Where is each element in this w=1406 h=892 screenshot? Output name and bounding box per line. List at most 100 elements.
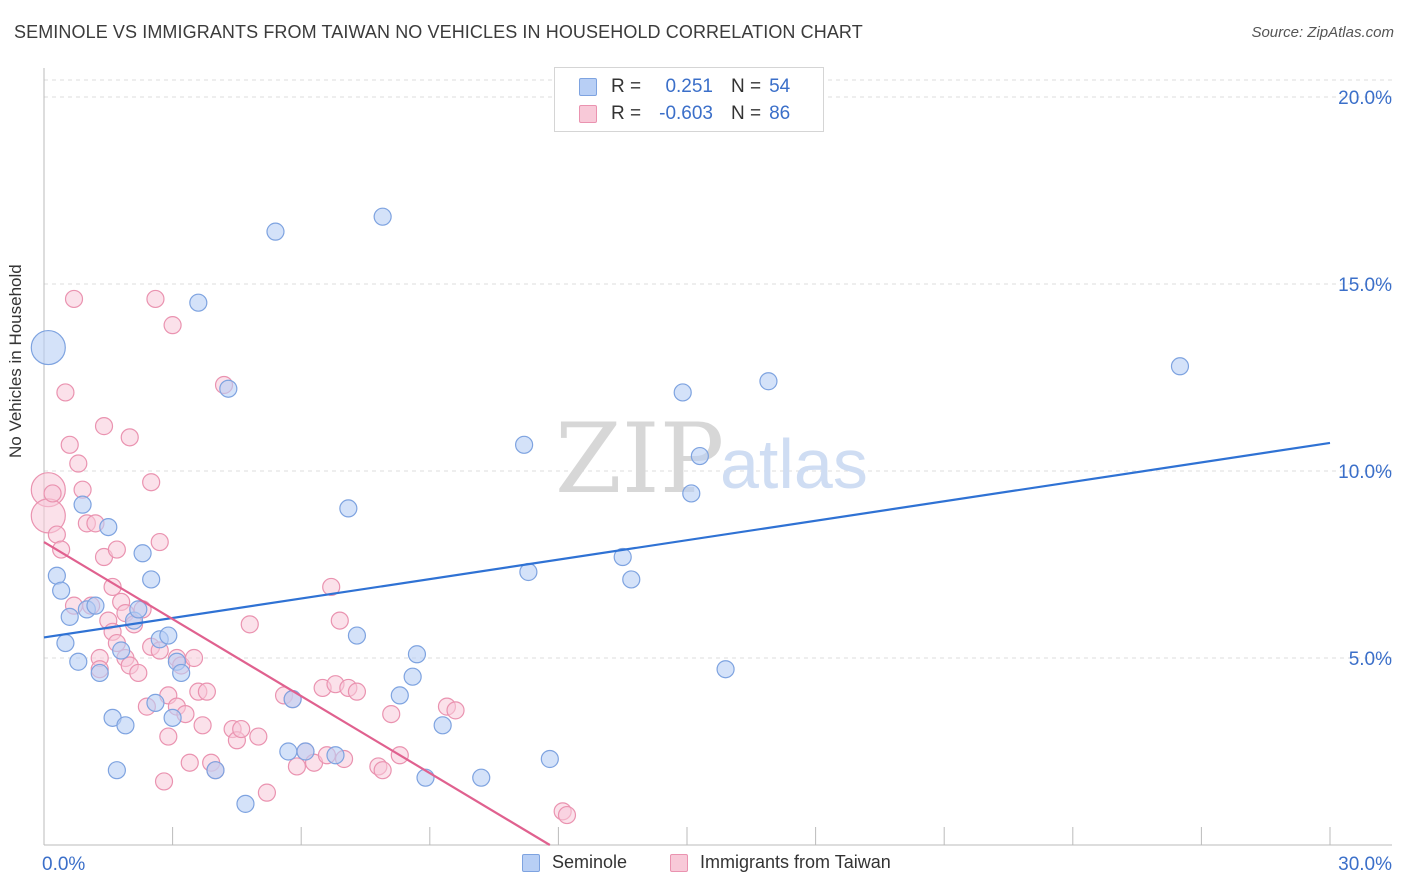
- seminole-swatch: [579, 78, 597, 96]
- seminole-point: [86, 596, 105, 615]
- y-tick-label: 20.0%: [1338, 88, 1392, 109]
- taiwan-point: [43, 484, 62, 503]
- seminole-swatch: [522, 853, 540, 872]
- seminole-point: [690, 446, 709, 466]
- taiwan-point: [94, 417, 114, 436]
- seminole-point: [219, 379, 238, 398]
- taiwan-point: [142, 473, 161, 492]
- taiwan-point: [47, 525, 66, 544]
- legend-n-value: 86: [769, 103, 791, 124]
- bottom-legend-taiwan: Immigrants from Taiwan: [670, 852, 891, 873]
- taiwan-point: [107, 540, 126, 559]
- seminole-point: [403, 667, 422, 686]
- taiwan-point: [193, 716, 212, 735]
- seminole-point: [159, 626, 178, 645]
- seminole-point: [433, 716, 452, 735]
- seminole-point: [47, 566, 66, 585]
- taiwan-point: [330, 611, 349, 630]
- y-tick-label: 15.0%: [1338, 275, 1392, 296]
- seminole-point: [472, 768, 491, 787]
- correlation-legend: R = 0.251 N = 54 R = -0.603 N = 86: [554, 67, 824, 132]
- seminole-point: [90, 663, 109, 683]
- seminole-point: [163, 708, 182, 727]
- watermark: ZIP atlas: [555, 403, 868, 515]
- taiwan-point: [240, 615, 259, 634]
- seminole-point: [515, 435, 534, 454]
- seminole-point: [373, 207, 392, 226]
- bottom-legend-seminole-label: Seminole: [552, 852, 628, 872]
- taiwan-point: [146, 289, 165, 309]
- seminole-point: [129, 600, 148, 619]
- seminole-point: [172, 663, 191, 683]
- seminole-point: [99, 517, 118, 537]
- seminole-point: [56, 633, 75, 653]
- taiwan-point: [257, 783, 277, 802]
- bottom-legend-seminole: Seminole: [522, 852, 627, 873]
- seminole-point: [236, 794, 255, 813]
- taiwan-point: [197, 682, 216, 701]
- taiwan-point: [159, 727, 178, 746]
- legend-n-label: N =: [731, 103, 762, 124]
- seminole-point: [622, 570, 641, 589]
- trend-lines: [43, 441, 1331, 846]
- seminole-trend-line: [43, 441, 1331, 639]
- taiwan-point: [249, 727, 268, 746]
- seminole-point: [716, 660, 735, 679]
- taiwan-point: [322, 577, 341, 597]
- source-label: Source: ZipAtlas.com: [1251, 24, 1394, 41]
- taiwan-point: [184, 648, 204, 668]
- x-tick-label: 0.0%: [42, 854, 85, 875]
- seminole-point: [326, 746, 345, 765]
- taiwan-swatch: [670, 853, 688, 872]
- seminole-point: [146, 693, 165, 712]
- seminole-point: [407, 645, 427, 664]
- seminole-point: [60, 607, 79, 626]
- seminole-point: [69, 652, 88, 671]
- taiwan-point: [64, 289, 84, 309]
- legend-row-taiwan: R = -0.603 N = 86: [555, 100, 790, 128]
- seminole-point: [189, 293, 208, 312]
- seminole-point: [339, 499, 358, 518]
- seminole-point: [112, 641, 131, 660]
- seminole-point: [116, 716, 135, 735]
- seminole-point: [206, 761, 225, 780]
- taiwan-point: [60, 435, 79, 454]
- grid-lines: [44, 79, 1392, 659]
- tick-labels: 5.0% 10.0% 15.0% 20.0% 0.0% 30.0%: [42, 88, 1392, 875]
- seminole-point: [279, 742, 298, 761]
- seminole-point: [30, 329, 66, 366]
- seminole-point: [682, 484, 701, 503]
- legend-r-label: R =: [611, 103, 642, 124]
- taiwan-point: [103, 577, 122, 597]
- axes: [43, 68, 1392, 846]
- watermark-atlas: atlas: [720, 425, 868, 503]
- taiwan-point: [557, 805, 577, 825]
- seminole-point: [266, 222, 285, 241]
- taiwan-point: [129, 663, 148, 683]
- legend-r-label: R =: [611, 76, 642, 97]
- bottom-legend-taiwan-label: Immigrants from Taiwan: [700, 852, 891, 872]
- seminole-point: [347, 626, 367, 645]
- seminole-point: [673, 383, 692, 402]
- taiwan-point: [150, 532, 169, 552]
- legend-r-value: -0.603: [659, 103, 713, 124]
- y-tick-label: 5.0%: [1349, 649, 1392, 670]
- seminole-point: [107, 761, 126, 780]
- taiwan-point: [120, 428, 139, 447]
- seminole-point: [1170, 357, 1190, 376]
- seminole-point: [613, 547, 632, 567]
- seminole-point: [73, 495, 92, 514]
- y-tick-label: 10.0%: [1338, 462, 1392, 483]
- seminole-point: [283, 690, 302, 709]
- taiwan-point: [373, 761, 392, 780]
- seminole-point: [540, 749, 559, 769]
- taiwan-point: [287, 757, 307, 776]
- chart-title: SEMINOLE VS IMMIGRANTS FROM TAIWAN NO VE…: [14, 22, 863, 42]
- seminole-point: [142, 570, 161, 589]
- seminole-point: [52, 581, 71, 600]
- seminole-point: [133, 544, 152, 563]
- legend-row-seminole: R = 0.251 N = 54: [555, 73, 790, 101]
- legend-n-value: 54: [769, 76, 791, 97]
- taiwan-point: [446, 701, 465, 720]
